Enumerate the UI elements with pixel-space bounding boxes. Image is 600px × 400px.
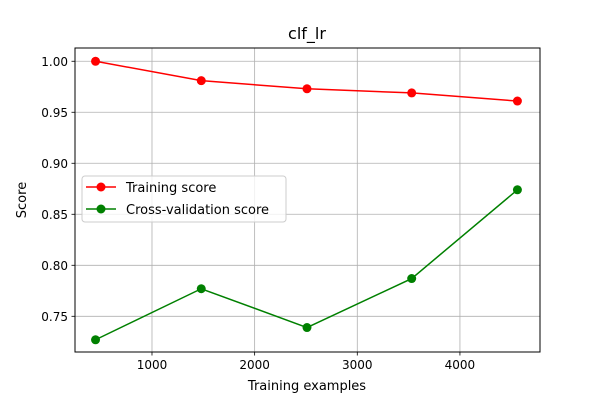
x-tick-label: 2000 — [239, 358, 270, 372]
legend-swatch-training-marker — [96, 182, 106, 192]
series-lines — [91, 56, 522, 345]
legend-swatch-cv-marker — [96, 204, 106, 214]
y-axis-label: Score — [15, 182, 30, 218]
data-point-cross-validation — [302, 323, 312, 333]
data-point-training — [91, 56, 101, 66]
y-tick-label: 0.75 — [41, 310, 68, 324]
series-line-training — [95, 60, 518, 102]
data-point-training — [302, 84, 312, 94]
data-point-cross-validation — [407, 274, 417, 284]
legend-label-cross-validation: Cross-validation score — [126, 203, 269, 218]
data-point-cross-validation — [512, 185, 522, 195]
y-tick-label: 0.85 — [41, 208, 68, 222]
plot-area-frame — [74, 47, 541, 353]
y-tick-label: 0.90 — [41, 157, 68, 171]
data-point-cross-validation — [196, 284, 206, 294]
y-tick-label: 1.00 — [41, 55, 68, 69]
data-point-training — [512, 96, 522, 106]
x-tick-label: 4000 — [445, 358, 476, 372]
legend: Training score Cross-validation score — [81, 175, 287, 223]
legend-label-training: Training score — [125, 181, 216, 196]
y-tick-label: 0.95 — [41, 106, 68, 120]
data-point-training — [407, 88, 417, 98]
chart-title: clf_lr — [288, 24, 326, 44]
x-tick-label: 1000 — [137, 358, 168, 372]
y-tick-label: 0.80 — [41, 259, 68, 273]
legend-box — [81, 175, 287, 223]
data-point-training — [196, 76, 206, 86]
axis-ticks: 1000 2000 3000 4000 0.75 0.80 0.85 0.90 0.95 1.00 — [41, 55, 475, 372]
x-tick-label: 3000 — [342, 358, 373, 372]
x-axis-label: Training examples — [247, 379, 366, 394]
data-point-cross-validation — [91, 335, 101, 345]
